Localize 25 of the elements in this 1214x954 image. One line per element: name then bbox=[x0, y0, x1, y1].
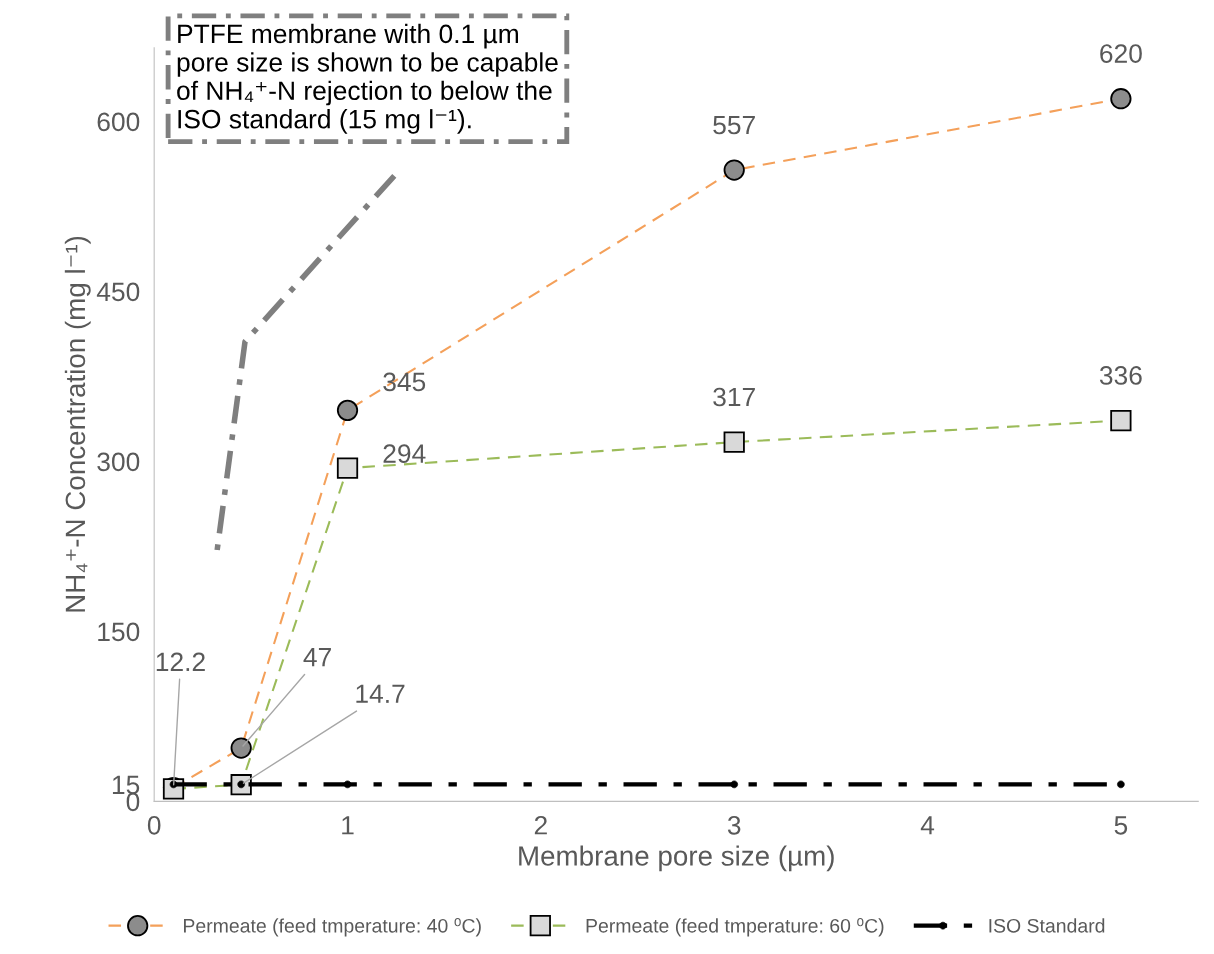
y-tick-label: 450 bbox=[96, 282, 140, 302]
y-tick-label: 150 bbox=[98, 622, 140, 642]
y-axis-title: NH₄⁺-N Concentration (mg l⁻¹) bbox=[64, 236, 91, 612]
x-tick-label: 2 bbox=[534, 815, 547, 835]
legend-label: Permeate (feed tmperature: 40 ⁰C) bbox=[184, 918, 481, 937]
data-label: 47 bbox=[303, 648, 331, 667]
annotation: PTFE membrane with 0.1 µm pore size is shown to be capable of NH₄⁺-N rejection to below the ISO standard (15 mg l⁻¹). bbox=[177, 23, 558, 134]
data-label: 12.2 bbox=[156, 652, 205, 671]
x-axis-title: Membrane pore size (µm) bbox=[519, 845, 834, 872]
x-tick-label: 0 bbox=[147, 815, 161, 835]
data-label: 294 bbox=[383, 444, 426, 463]
x-tick-label: 1 bbox=[342, 816, 354, 835]
data-label: 317 bbox=[713, 387, 755, 407]
data-label: 345 bbox=[383, 372, 426, 392]
x-tick-label: 5 bbox=[1114, 816, 1128, 835]
x-tick-label: 4 bbox=[920, 816, 935, 835]
data-label: 14.7 bbox=[356, 684, 405, 703]
y-tick-label: 300 bbox=[97, 452, 140, 472]
y-tick-label: 600 bbox=[97, 112, 140, 132]
data-label: 336 bbox=[1099, 366, 1142, 385]
data-label: 557 bbox=[713, 115, 755, 135]
legend-label: Permeate (feed tmperature: 60 ⁰C) bbox=[586, 918, 884, 937]
legend-label: ISO Standard bbox=[989, 918, 1105, 933]
data-label: 620 bbox=[1100, 44, 1142, 63]
x-tick-label: 3 bbox=[727, 815, 741, 835]
